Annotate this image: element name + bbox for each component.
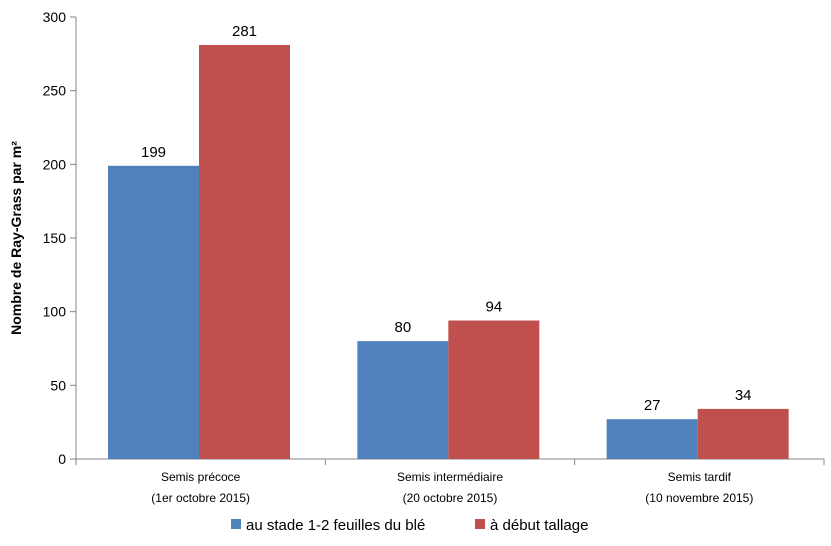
- y-tick-label: 200: [43, 156, 67, 172]
- bar: [199, 44, 290, 459]
- x-category-label-line: Semis intermédiaire: [397, 470, 503, 484]
- y-tick-label: 300: [43, 9, 67, 25]
- bar: [357, 341, 449, 459]
- y-tick-label: 150: [43, 230, 67, 246]
- legend: au stade 1-2 feuilles du blé à début tall…: [231, 517, 588, 534]
- x-category-label-line: Semis précoce: [161, 470, 241, 484]
- legend-swatch: [475, 519, 485, 529]
- data-label: 94: [485, 299, 502, 316]
- x-category-label: Semis intermédiaire (20 octobre 2015): [397, 470, 503, 505]
- bar: [606, 419, 698, 459]
- x-category-label-line: (20 octobre 2015): [403, 491, 498, 505]
- x-category-label-line: (1er octobre 2015): [151, 491, 250, 505]
- data-label: 27: [644, 397, 661, 414]
- y-tick-label: 250: [43, 83, 67, 99]
- legend-swatch: [231, 519, 241, 529]
- x-category-label: Semis tardif (10 novembre 2015): [645, 470, 753, 505]
- y-axis-title: Nombre de Ray-Grass par m²: [8, 141, 24, 335]
- y-tick-label: 0: [58, 451, 66, 467]
- data-label: 80: [394, 319, 411, 336]
- bars: [108, 44, 789, 459]
- data-labels: 199 80 27 281 94 34: [141, 23, 752, 414]
- bar: [108, 165, 199, 459]
- bar: [697, 408, 789, 459]
- legend-label: à début tallage: [490, 517, 588, 534]
- data-label: 34: [735, 387, 752, 404]
- y-tick-label: 50: [50, 377, 66, 393]
- legend-label: au stade 1-2 feuilles du blé: [246, 517, 425, 534]
- axes: 0 50 100 150 200 250 300 Semis précoce (1er octo…: [8, 9, 825, 505]
- data-label: 199: [141, 144, 166, 161]
- x-category-label-line: Semis tardif: [668, 470, 732, 484]
- x-category-label-line: (10 novembre 2015): [645, 491, 753, 505]
- data-label: 281: [232, 23, 257, 40]
- bar: [448, 320, 540, 459]
- x-category-label: Semis précoce (1er octobre 2015): [151, 470, 250, 505]
- y-tick-label: 100: [43, 304, 67, 320]
